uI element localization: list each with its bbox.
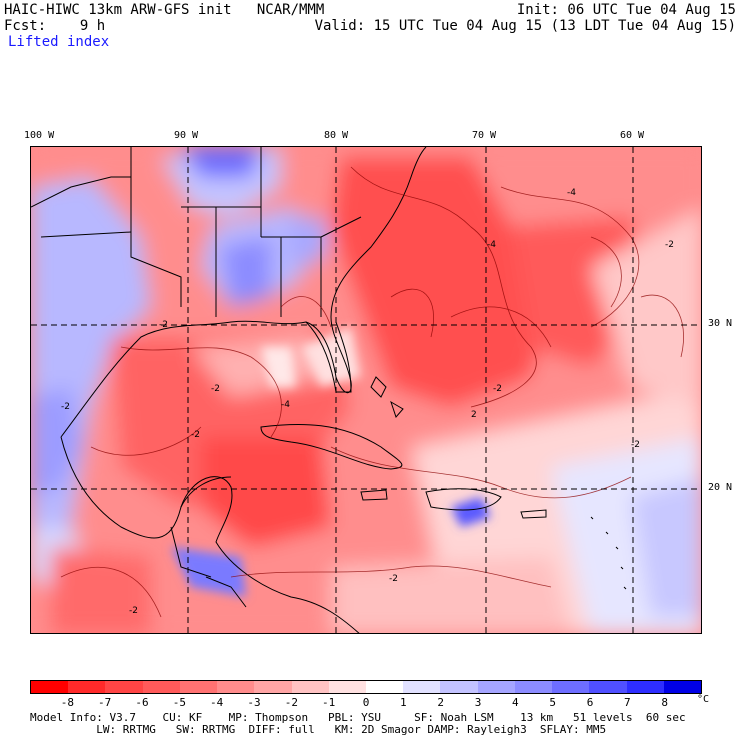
colorbar-swatch [365,681,404,693]
colorbar-swatch [254,681,292,693]
field-shading [31,147,701,633]
colorbar-swatch [440,681,478,693]
colorbar-swatch [552,681,590,693]
colorbar-tick: -4 [210,696,224,709]
colorbar-swatch [179,681,218,693]
init-time: Init: 06 UTC Tue 04 Aug 15 [516,2,736,18]
contour-label: -2 [493,384,502,394]
colorbar-swatch [477,681,515,693]
contour-label: -2 [61,402,70,412]
colorbar-swatch [589,681,627,693]
colorbar-tick: 8 [661,696,668,709]
colorbar-swatch [403,681,441,693]
colorbar-swatch [514,681,553,693]
lon-label-90w: 90 W [174,130,199,141]
model-title: HAIC-HIWC 13km ARW-GFS init NCAR/MMM [4,2,325,18]
model-info-line1: Model Info: V3.7 CU: KF MP: Thompson PBL… [30,711,686,724]
field-name: Lifted index [8,34,110,50]
colorbar [30,680,702,694]
contour-label: -2 [191,430,200,440]
colorbar-tick: 7 [624,696,631,709]
lon-label-70w: 70 W [472,130,497,141]
colorbar-tick: -3 [247,696,261,709]
colorbar-tick: -1 [322,696,336,709]
contour-label: 2 [471,410,477,420]
lifted-index-map: -2 -2 -4 -2 -2 -2 -2 -2 -4 -2 2 -4 -2 [30,146,702,634]
colorbar-tick: 4 [512,696,519,709]
contour-label: -2 [389,574,398,584]
field-detail [171,327,491,597]
colorbar-tick: 0 [362,696,370,709]
lat-label-20n: 20 N [708,482,733,493]
lon-label-80w: 80 W [324,130,349,141]
contour-label: -2 [631,440,640,450]
colorbar-tick: 2 [437,696,444,709]
model-info-line2: LW: RRTMG SW: RRTMG DIFF: full KM: 2D Sm… [30,723,607,736]
colorbar-tick: 5 [549,696,556,709]
colorbar-swatch [142,681,180,693]
colorbar-tick: -8 [60,696,74,709]
contours [60,166,684,618]
colorbar-tick: 6 [586,696,594,709]
colorbar-tick: 3 [474,696,482,709]
colorbar-unit: °C [697,694,710,705]
contour-label: -2 [159,320,168,330]
colorbar-swatch [31,681,69,693]
colorbar-tick: -5 [172,696,186,709]
map-svg: -2 -2 -4 -2 -2 -2 -2 -2 -4 -2 2 -4 -2 [31,147,701,633]
valid-time: Valid: 15 UTC Tue 04 Aug 15 (13 LDT Tue … [314,18,736,34]
contour-label: -4 [487,240,496,250]
colorbar-tick: 1 [400,696,407,709]
colorbar-swatch [105,681,143,693]
lat-label-30n: 30 N [708,318,733,329]
colorbar-tick: -7 [98,696,112,709]
contour-labels: -2 -2 -4 -2 -2 -2 -2 -2 -4 -2 2 -4 -2 [61,188,674,616]
colorbar-swatch [328,681,366,693]
colorbar-swatch [291,681,329,693]
contour-label: -2 [665,240,674,250]
contour-label: -4 [567,188,576,198]
colorbar-tick: -2 [284,696,298,709]
contour-label: -4 [281,400,290,410]
lat-lon-grid [31,147,701,633]
forecast-hour: Fcst: 9 h [4,18,106,34]
colorbar-tick: -6 [135,696,149,709]
colorbar-swatch [626,681,664,693]
contour-label: -2 [211,384,220,394]
lon-label-100w: 100 W [24,130,55,141]
colorbar-swatch [663,681,701,693]
coastlines [31,147,627,633]
colorbar-swatch [68,681,106,693]
colorbar-swatch [217,681,255,693]
lon-label-60w: 60 W [620,130,645,141]
contour-label: -2 [129,606,138,616]
